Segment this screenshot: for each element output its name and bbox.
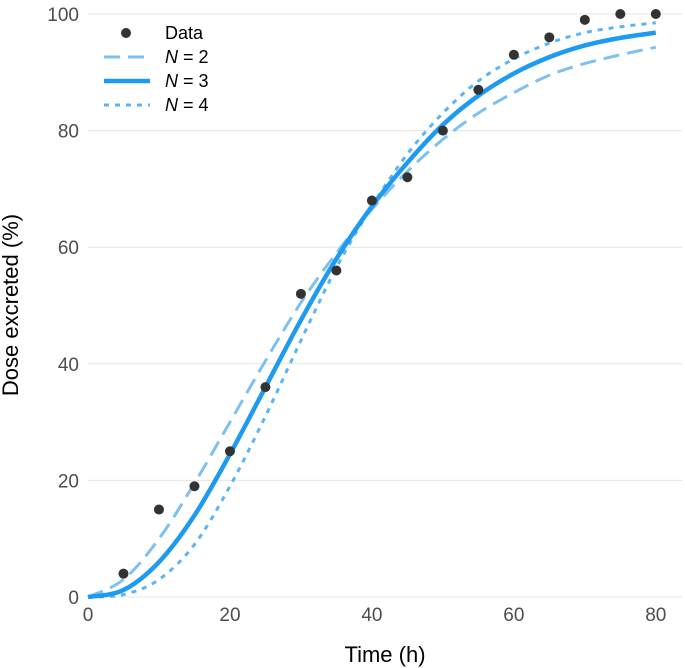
legend-n2-label: N = 2	[165, 47, 209, 67]
series-lines	[87, 21, 657, 600]
gridlines	[88, 13, 682, 598]
legend-n2-eq: = 2	[178, 47, 209, 67]
data-points	[118, 9, 661, 579]
data-point	[437, 125, 448, 136]
x-tick-label: 60	[503, 605, 524, 626]
y-tick-label: 60	[58, 238, 79, 259]
data-point	[260, 382, 271, 393]
series-line-n-3	[87, 30, 657, 600]
data-point	[153, 504, 164, 515]
legend: Data N = 2 N = 3 N = 4	[104, 23, 209, 115]
data-point	[579, 14, 590, 25]
legend-data-label: Data	[165, 23, 204, 43]
legend-n4-var: N	[165, 95, 179, 115]
data-point	[331, 265, 342, 276]
y-axis-title: Dose excreted (%)	[0, 214, 23, 396]
data-point	[473, 84, 484, 95]
x-tick-label: 20	[219, 605, 240, 626]
data-point	[224, 446, 235, 457]
legend-n3-label: N = 3	[165, 71, 209, 91]
data-point	[402, 172, 413, 183]
data-point	[508, 49, 519, 60]
x-axis-title: Time (h)	[344, 642, 425, 667]
y-tick-label: 40	[58, 355, 79, 376]
data-point	[118, 568, 129, 579]
y-tick-label: 80	[58, 122, 79, 143]
x-tick-label: 80	[645, 605, 666, 626]
x-tick-label: 40	[361, 605, 382, 626]
data-point	[189, 481, 200, 492]
legend-n4-label: N = 4	[165, 95, 209, 115]
legend-data-marker	[121, 28, 131, 38]
legend-n4-eq: = 4	[178, 95, 209, 115]
data-point	[544, 32, 555, 43]
data-point	[295, 288, 306, 299]
data-point	[650, 9, 661, 19]
legend-n3-eq: = 3	[178, 71, 209, 91]
x-tick-label: 0	[83, 605, 94, 626]
tick-labels: 0 20 40 60 80 100 0 20 40 60 80	[47, 5, 666, 626]
legend-n2-var: N	[165, 47, 179, 67]
y-tick-label: 0	[68, 588, 79, 609]
y-tick-label: 100	[47, 5, 79, 26]
data-point	[366, 195, 377, 206]
legend-n3-var: N	[165, 71, 179, 91]
series-line-n-2	[87, 45, 657, 599]
data-point	[615, 9, 626, 19]
y-tick-label: 20	[58, 471, 79, 492]
